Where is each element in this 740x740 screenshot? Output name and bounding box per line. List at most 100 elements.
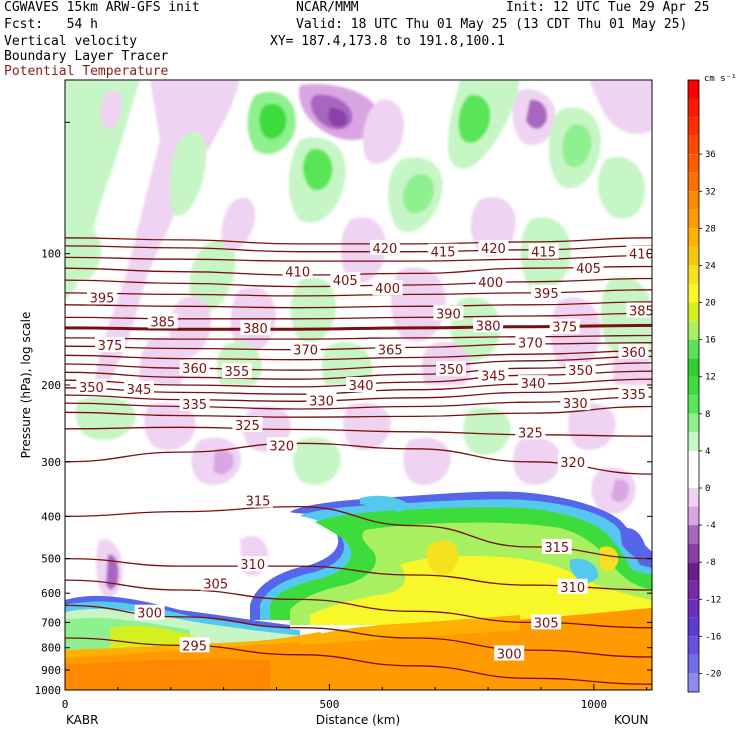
colorbar-swatch	[688, 117, 699, 136]
colorbar-tick-label: 28	[705, 224, 716, 234]
theta-contour-340	[65, 387, 652, 402]
theta-contour-410	[65, 254, 652, 262]
theta-label-bg	[147, 313, 178, 329]
theta-label: 340	[349, 379, 374, 394]
theta-label-bg	[565, 362, 596, 378]
theta-label-bg	[618, 386, 649, 402]
colorbar-tick-label: -4	[705, 521, 716, 531]
theta-label: 310	[560, 581, 585, 596]
theta-label-bg	[346, 377, 377, 392]
colorbar-tick-label: 36	[705, 150, 716, 160]
theta-label: 320	[269, 439, 294, 454]
header-line4-left: Boundary Layer Tracer	[4, 49, 169, 64]
theta-contour-365	[65, 350, 652, 361]
theta-label: 345	[127, 383, 152, 398]
colorbar-tick-label: 16	[705, 336, 716, 346]
theta-label: 410	[285, 266, 310, 281]
colorbar-swatch	[688, 543, 699, 563]
colorbar: -20 -16 -12 -8 -4 0 4 8 12 16 20 24 28 32 36	[687, 79, 721, 693]
theta-label: 375	[552, 321, 577, 336]
theta-label-bg	[243, 492, 273, 508]
theta-label-bg	[369, 239, 400, 255]
theta-label: 335	[182, 398, 207, 413]
theta-label-bg	[76, 378, 107, 394]
theta-label-bg	[549, 318, 580, 334]
theta-label: 345	[481, 369, 506, 384]
theta-label-bg	[282, 263, 313, 279]
theta-label-bg	[428, 243, 459, 259]
x-axis: 0 500 1000	[62, 684, 648, 711]
colorbar-swatch	[688, 246, 699, 266]
theta-label: 400	[478, 276, 503, 291]
theta-label: 340	[521, 377, 546, 392]
theta-contour-420	[65, 237, 652, 245]
theta-label-bg	[618, 344, 649, 359]
colorbar-tick-label: 20	[705, 299, 716, 309]
theta-label-bg	[200, 575, 231, 591]
theta-label: 360	[621, 346, 646, 361]
colorbar-swatch	[688, 376, 699, 396]
theta-label-bg	[179, 637, 210, 653]
colorbar-tick-label: 8	[705, 410, 710, 420]
colorbar-swatch	[688, 172, 699, 192]
theta-label-bg	[626, 302, 652, 318]
theta-label-bg	[124, 380, 154, 396]
y-tick-label: 700	[41, 616, 61, 629]
theta-label: 350	[439, 363, 464, 378]
y-tick-label: 600	[41, 587, 61, 600]
colorbar-tick-label: 24	[705, 261, 716, 271]
x-tick-label: 0	[62, 698, 69, 711]
colorbar-swatch	[688, 525, 699, 544]
theta-label-bg	[266, 437, 297, 453]
theta-contour-320	[65, 442, 652, 475]
y-tick-label: 100	[41, 248, 61, 261]
colorbar-frame	[687, 79, 700, 693]
theta-label-bg	[179, 360, 210, 376]
colorbar-swatch	[688, 98, 699, 117]
theta-label: 380	[243, 322, 268, 337]
theta-label-bg	[221, 363, 252, 379]
theta-label: 400	[375, 282, 400, 297]
colorbar-swatch	[688, 209, 699, 229]
theta-label-bg	[306, 392, 337, 408]
header-line1-center: NCAR/MMM	[296, 0, 359, 15]
x-endpoint-right: KOUN	[614, 713, 648, 727]
theta-label: 350	[79, 381, 104, 396]
header-line3-left: Vertical velocity	[4, 34, 138, 49]
colorbar-swatch	[688, 562, 699, 581]
colorbar-swatch	[688, 154, 699, 173]
theta-contour-360	[65, 355, 652, 371]
theta-label: 420	[372, 242, 397, 257]
theta-label: 375	[98, 339, 123, 354]
theta-label-bg	[179, 395, 210, 411]
theta-label: 350	[568, 364, 593, 379]
theta-label: 385	[150, 315, 175, 330]
theta-label: 355	[224, 365, 249, 380]
theta-label-bg	[330, 272, 361, 288]
theta-label-bg	[475, 273, 506, 289]
theta-label: 295	[182, 639, 207, 654]
theta-contour-310	[65, 557, 652, 591]
header-line2-left: Fcst: 54 h	[4, 17, 98, 32]
theta-label-bg	[531, 614, 562, 630]
theta-label: 325	[235, 419, 260, 434]
header-line1-left: CGWAVES 15km ARW-GFS init	[4, 0, 200, 15]
theta-label-bg	[557, 578, 588, 594]
theta-label-bg	[528, 243, 559, 259]
header-line2-right: Valid: 18 UTC Thu 01 May 25 (13 CDT Thu …	[296, 17, 688, 32]
theta-label: 385	[629, 305, 654, 320]
y-tick-label: 300	[41, 456, 61, 469]
colorbar-swatch	[688, 302, 699, 321]
theta-label-bg	[375, 341, 406, 357]
y-tick-label: 500	[41, 553, 61, 566]
theta-label: 370	[518, 337, 543, 352]
y-tick-label: 800	[41, 642, 61, 655]
colorbar-swatch	[688, 506, 699, 525]
theta-contour-355	[65, 362, 652, 380]
theta-label-bg	[290, 341, 321, 357]
theta-label: 300	[137, 607, 162, 622]
colorbar-tick-label: 12	[705, 373, 716, 383]
theta-label: 305	[534, 616, 559, 631]
colorbar-swatch	[688, 265, 699, 284]
colorbar-tick-label: -16	[705, 632, 721, 642]
